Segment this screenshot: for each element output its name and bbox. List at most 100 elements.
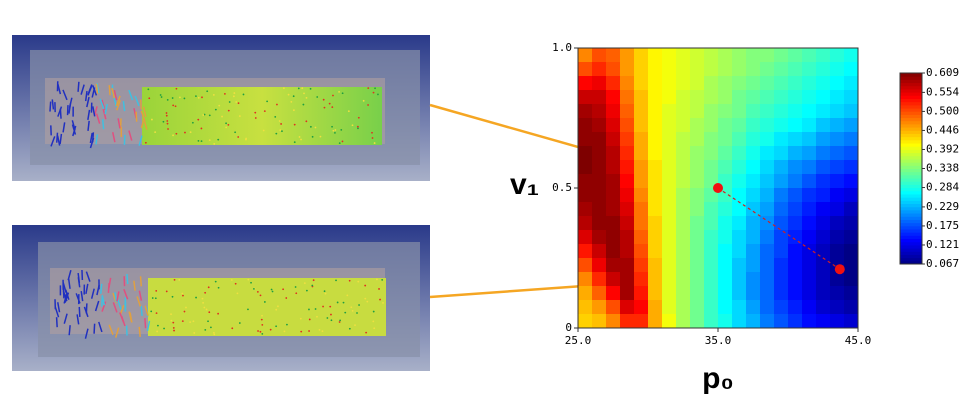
cell [732, 160, 747, 175]
connector [717, 187, 841, 270]
particle [77, 277, 81, 288]
particle [225, 122, 227, 125]
particle [172, 134, 174, 137]
colorbar-step [900, 206, 922, 211]
cell [606, 314, 621, 329]
particle [263, 110, 266, 113]
cell [816, 202, 831, 217]
particle [167, 128, 169, 130]
particle [68, 97, 73, 108]
particle [144, 305, 149, 316]
point [834, 264, 845, 275]
particle [191, 121, 194, 124]
cell [634, 286, 649, 301]
particle [134, 95, 140, 107]
cell [662, 174, 677, 189]
particle [230, 279, 233, 281]
particle [195, 296, 197, 299]
cell [816, 146, 831, 161]
colorbar-step [900, 228, 922, 233]
particle [354, 324, 356, 327]
colorbar-step [900, 98, 922, 103]
cell [718, 314, 733, 329]
cell [788, 76, 803, 91]
cell [844, 188, 859, 203]
cell [634, 174, 649, 189]
cell [788, 174, 803, 189]
particle [247, 308, 249, 311]
particle [51, 99, 55, 110]
particle [217, 138, 220, 141]
cell [690, 62, 705, 77]
particle [367, 104, 369, 106]
particle [269, 328, 272, 331]
cell [592, 216, 607, 231]
particle [326, 317, 329, 319]
cell [788, 188, 803, 203]
cell [592, 286, 607, 301]
cell [732, 202, 747, 217]
cell [606, 286, 621, 301]
cell [662, 132, 677, 147]
particle [92, 106, 96, 117]
cell [844, 216, 859, 231]
particle [300, 330, 303, 333]
x-tick-label: 25.0 [565, 334, 592, 347]
cell [816, 314, 831, 329]
cell [844, 104, 859, 119]
particle [228, 101, 231, 103]
colorbar-step [900, 123, 922, 128]
cell [620, 48, 635, 63]
cell [648, 314, 663, 329]
particle [86, 96, 90, 108]
colorbar-step [900, 238, 922, 243]
particle [112, 302, 118, 313]
particle [377, 93, 379, 96]
cell [648, 230, 663, 245]
cell [690, 286, 705, 301]
particle [128, 130, 133, 141]
cell [634, 62, 649, 77]
cell [704, 146, 719, 161]
particle [225, 126, 228, 129]
cell [620, 104, 635, 119]
particle [221, 115, 223, 118]
particle [140, 305, 143, 317]
cell [802, 188, 817, 203]
particle [351, 309, 354, 312]
cell [578, 160, 593, 175]
particle [165, 290, 168, 293]
cell [746, 48, 761, 63]
particle [144, 141, 147, 144]
cell [760, 118, 775, 133]
cell [620, 314, 635, 329]
colorbar-step [900, 152, 922, 157]
cell [648, 188, 663, 203]
cell [816, 188, 831, 203]
particle [185, 306, 187, 309]
cell [606, 90, 621, 105]
cell [746, 314, 761, 329]
particle [308, 330, 310, 332]
cell [802, 48, 817, 63]
particle [366, 300, 369, 303]
particle [62, 89, 68, 101]
particle [171, 97, 174, 99]
cell [844, 258, 859, 273]
cell [844, 272, 859, 287]
cell [690, 258, 705, 273]
particle [200, 127, 203, 130]
cell [802, 230, 817, 245]
particle [189, 321, 192, 324]
particle [213, 333, 216, 336]
particle [116, 291, 120, 302]
particle [367, 87, 370, 90]
cell [578, 244, 593, 259]
colorbar-step [900, 174, 922, 179]
cell [718, 76, 733, 91]
cell [760, 174, 775, 189]
particle [305, 120, 308, 123]
particle [358, 304, 360, 306]
colorbar-step [900, 155, 922, 160]
